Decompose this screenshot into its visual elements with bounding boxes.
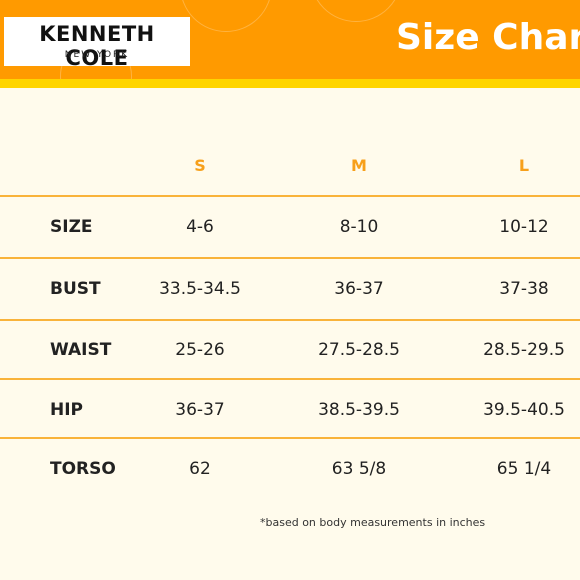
table-cell: 28.5-29.5 <box>483 340 565 360</box>
brand-name: KENNETH COLE <box>39 22 155 70</box>
column-header-s: S <box>194 156 206 175</box>
table-row-bust: BUST 33.5-34.5 36-37 37-38 <box>0 259 580 319</box>
decorative-circle <box>310 0 402 22</box>
column-header-m: M <box>351 156 367 175</box>
table-cell: 25-26 <box>175 340 225 360</box>
table-cell: 63 5/8 <box>331 459 387 479</box>
table-cell: 65 1/4 <box>496 459 552 479</box>
row-label: SIZE <box>50 217 93 237</box>
table-cell: 33.5-34.5 <box>159 279 241 299</box>
table-row-waist: WAIST 25-26 27.5-28.5 28.5-29.5 <box>0 320 580 380</box>
brand-logo: KENNETH COLE NEW YORK <box>4 17 190 70</box>
table-row-hip: HIP 36-37 38.5-39.5 39.5-40.5 <box>0 380 580 440</box>
column-header-l: L <box>518 156 530 175</box>
decorative-circle <box>180 0 272 32</box>
row-divider <box>0 319 580 321</box>
row-label: TORSO <box>50 459 116 479</box>
table-cell: 39.5-40.5 <box>483 400 565 420</box>
table-cell: 27.5-28.5 <box>318 340 400 360</box>
table-cell: 10-12 <box>499 217 549 237</box>
table-cell: 38.5-39.5 <box>318 400 400 420</box>
row-label: BUST <box>50 279 101 299</box>
table-cell: 62 <box>189 459 211 479</box>
table-cell: 36-37 <box>334 279 384 299</box>
row-divider <box>0 378 580 380</box>
size-table <box>0 88 580 560</box>
row-divider <box>0 195 580 197</box>
table-cell: 37-38 <box>499 279 549 299</box>
table-cell: 8-10 <box>339 217 379 237</box>
table-row-size: SIZE 4-6 8-10 10-12 <box>0 197 580 257</box>
table-cell: 36-37 <box>175 400 225 420</box>
row-divider <box>0 437 580 439</box>
table-cell: 4-6 <box>186 217 214 237</box>
row-divider <box>0 257 580 259</box>
page-title: Size Char <box>396 17 580 58</box>
row-label: WAIST <box>50 340 112 360</box>
row-label: HIP <box>50 400 84 420</box>
footer-strip <box>0 560 580 580</box>
header-banner: KENNETH COLE NEW YORK Size Char <box>0 0 580 79</box>
brand-city: NEW YORK <box>64 50 130 60</box>
table-row-torso: TORSO 62 63 5/8 65 1/4 <box>0 439 580 499</box>
measurement-footnote: *based on body measurements in inches <box>260 516 486 529</box>
header-stripe <box>0 79 580 88</box>
